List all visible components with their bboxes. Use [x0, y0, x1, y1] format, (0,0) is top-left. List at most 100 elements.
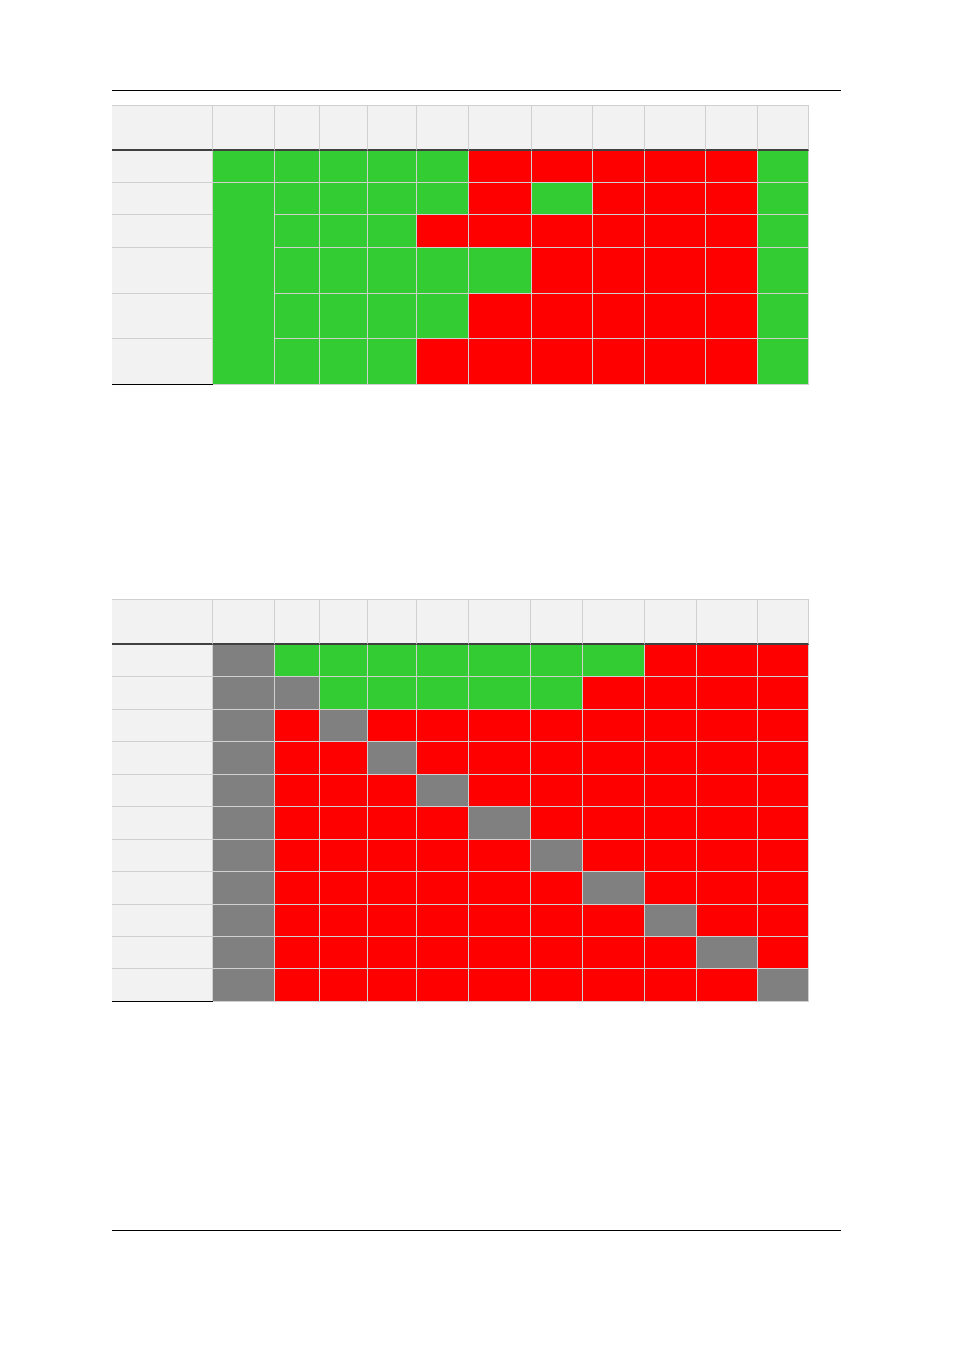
status-cell [275, 775, 320, 807]
status-cell [531, 872, 583, 905]
status-cell [758, 710, 809, 742]
status-cell [645, 645, 697, 677]
status-cell [645, 215, 706, 248]
status-cell [532, 248, 593, 294]
status-cell [697, 710, 758, 742]
header-cell [645, 105, 706, 151]
status-cell [275, 872, 320, 905]
header-cell [417, 599, 469, 645]
status-cell [417, 677, 469, 710]
status-cell [368, 183, 417, 215]
status-cell [758, 339, 809, 385]
status-cell [469, 905, 531, 937]
row-label-cell [112, 151, 213, 183]
status-cell [469, 151, 532, 183]
status-cell [469, 294, 532, 339]
status-cell [697, 872, 758, 905]
status-cell [213, 183, 275, 385]
header-cell [112, 599, 213, 645]
header-cell [417, 105, 469, 151]
status-cell [697, 645, 758, 677]
status-cell [645, 294, 706, 339]
row-label-cell [112, 937, 213, 969]
status-cell [531, 710, 583, 742]
status-cell [697, 775, 758, 807]
status-cell [531, 742, 583, 775]
status-cell [697, 742, 758, 775]
status-cell [583, 710, 645, 742]
header-cell [469, 105, 532, 151]
status-cell [531, 775, 583, 807]
status-cell [417, 807, 469, 840]
status-cell [583, 775, 645, 807]
status-cell [697, 969, 758, 1002]
status-cell [368, 742, 417, 775]
status-cell [645, 339, 706, 385]
status-cell [213, 807, 275, 840]
status-cell [368, 840, 417, 872]
status-cell [583, 937, 645, 969]
status-cell [213, 710, 275, 742]
status-cell [706, 248, 758, 294]
status-cell [417, 840, 469, 872]
row-label-cell [112, 807, 213, 840]
status-cell [758, 215, 809, 248]
status-cell [531, 645, 583, 677]
status-cell [645, 905, 697, 937]
status-cell [275, 339, 320, 385]
status-cell [645, 183, 706, 215]
status-cell [531, 840, 583, 872]
status-cell [213, 775, 275, 807]
status-cell [368, 872, 417, 905]
status-cell [583, 840, 645, 872]
header-cell [112, 105, 213, 151]
status-cell [758, 294, 809, 339]
status-cell [469, 645, 531, 677]
row-label-cell [112, 294, 213, 339]
footer-rule [112, 1230, 841, 1231]
status-cell [532, 215, 593, 248]
header-cell [368, 105, 417, 151]
row-label-cell [112, 710, 213, 742]
status-cell [417, 151, 469, 183]
status-cell [275, 677, 320, 710]
status-cell [213, 905, 275, 937]
status-cell [706, 183, 758, 215]
status-cell [275, 183, 320, 215]
status-cell [417, 645, 469, 677]
row-label-cell [112, 248, 213, 294]
header-cell [469, 599, 531, 645]
status-cell [417, 339, 469, 385]
status-cell [320, 677, 368, 710]
status-cell [758, 742, 809, 775]
row-label-cell [112, 775, 213, 807]
status-cell [758, 937, 809, 969]
status-cell [469, 872, 531, 905]
status-cell [368, 294, 417, 339]
status-cell [213, 742, 275, 775]
status-cell [275, 215, 320, 248]
status-cell [758, 872, 809, 905]
status-cell [275, 710, 320, 742]
header-cell [531, 599, 583, 645]
status-cell [645, 151, 706, 183]
status-cell [320, 339, 368, 385]
status-cell [645, 937, 697, 969]
status-cell [531, 905, 583, 937]
status-cell [583, 905, 645, 937]
status-cell [758, 905, 809, 937]
status-cell [213, 969, 275, 1002]
status-cell [645, 742, 697, 775]
row-label-cell [112, 183, 213, 215]
header-cell [583, 599, 645, 645]
status-cell [213, 677, 275, 710]
status-cell [469, 807, 531, 840]
status-cell [417, 294, 469, 339]
status-cell [697, 840, 758, 872]
header-cell [320, 599, 368, 645]
status-cell [320, 215, 368, 248]
status-cell [531, 937, 583, 969]
status-cell [583, 872, 645, 905]
status-cell [417, 937, 469, 969]
